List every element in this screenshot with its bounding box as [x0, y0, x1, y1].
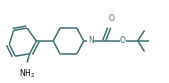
Text: N: N	[88, 36, 94, 45]
Text: O: O	[120, 36, 126, 45]
Text: O: O	[109, 14, 115, 23]
Text: NH$_2$: NH$_2$	[19, 67, 35, 80]
